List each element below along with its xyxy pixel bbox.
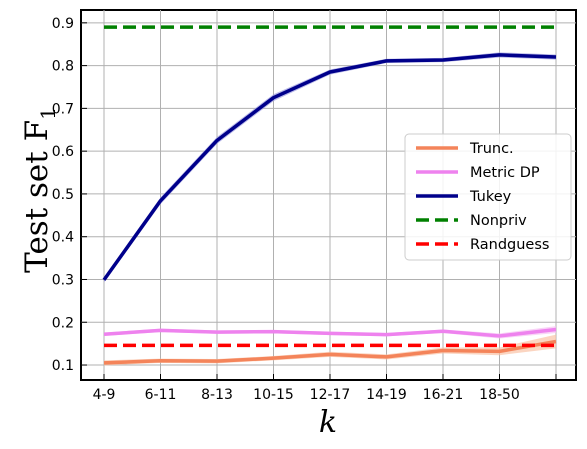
y-axis-label-main: Test set F: [19, 120, 55, 273]
legend-entry: Trunc.: [469, 141, 514, 157]
series-band: [104, 52, 556, 283]
y-tick-label: 0.5: [52, 187, 74, 203]
legend-entry: Metric DP: [470, 165, 540, 181]
y-tick-label: 0.3: [52, 272, 74, 288]
plot-frame: [80, 9, 577, 381]
grid: [81, 10, 576, 380]
x-tick-label: 18-50: [479, 387, 520, 403]
x-tick-label: 8-13: [201, 387, 233, 403]
legend-entry: Nonpriv: [470, 213, 527, 229]
axis-ticks: 4-9 6-11 8-13 10-15 12-17 14-19 16-21 18-50 0.1 0…: [52, 16, 557, 403]
legend-entry: Tukey: [469, 189, 512, 205]
legend-entry: Randguess: [470, 237, 549, 253]
legend: Trunc. Metric DP Tukey Nonpriv Randguess: [404, 133, 572, 261]
y-tick-label: 0.9: [52, 16, 74, 32]
series-lines: [102, 25, 557, 365]
y-tick-label: 0.2: [52, 315, 74, 331]
legend-box: [404, 133, 572, 261]
x-axis-label: k: [319, 405, 337, 440]
series-line: [102, 53, 557, 281]
x-tick-label: 10-15: [253, 387, 294, 403]
y-axis-label: Test set F1: [19, 107, 60, 273]
x-tick-label: 16-21: [423, 387, 464, 403]
y-tick-label: 0.6: [52, 144, 74, 160]
y-tick-label: 0.8: [52, 59, 74, 75]
y-tick-label: 0.4: [52, 230, 74, 246]
y-axis-label-subscript: 1: [36, 107, 60, 120]
series-line: [103, 327, 557, 338]
x-tick-label: 12-17: [310, 387, 351, 403]
x-tick-label: 6-11: [145, 387, 177, 403]
x-tick-label: 14-19: [366, 387, 407, 403]
x-tick-label: 4-9: [93, 387, 116, 403]
series-line: [103, 339, 557, 365]
y-tick-label: 0.7: [52, 101, 74, 117]
y-tick-label: 0.1: [52, 358, 74, 374]
